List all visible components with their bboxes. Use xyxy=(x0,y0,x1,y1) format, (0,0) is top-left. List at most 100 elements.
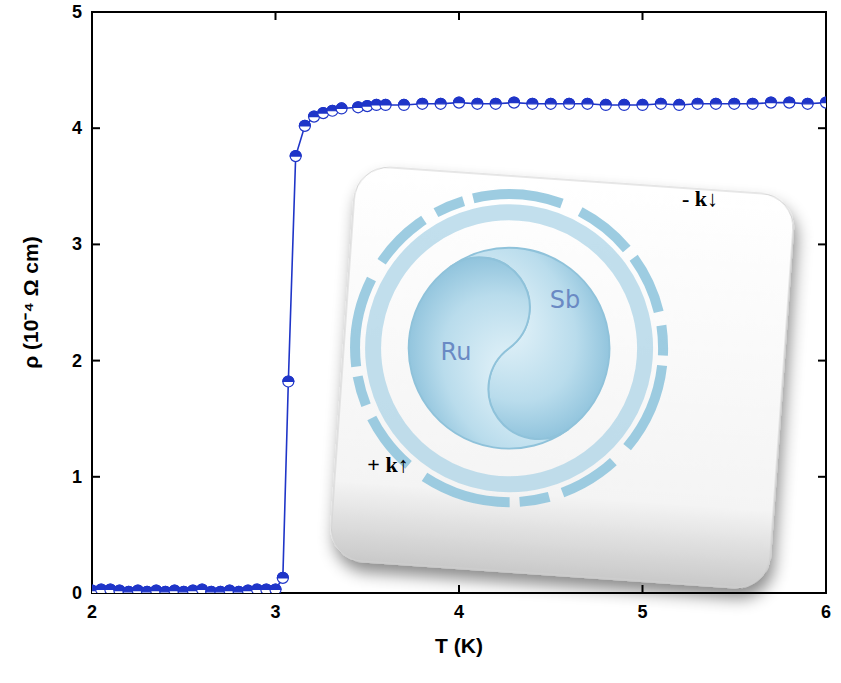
y-tick-label: 2 xyxy=(72,351,82,371)
data-point xyxy=(765,97,776,108)
data-point xyxy=(692,98,703,109)
marker-fill xyxy=(490,98,501,103)
y-tick xyxy=(818,360,826,362)
marker-outline xyxy=(527,98,538,109)
marker-fill xyxy=(398,99,409,104)
chart: SbRu+ k↑- k↓23456012345T (K)ρ (10⁻⁴ Ω cm… xyxy=(0,0,841,683)
data-point xyxy=(710,98,721,109)
x-tick xyxy=(91,12,93,20)
data-point xyxy=(729,98,740,109)
marker-fill xyxy=(784,97,795,103)
x-tick xyxy=(825,12,827,20)
marker-outline xyxy=(509,97,520,108)
data-point xyxy=(527,98,538,109)
y-tick xyxy=(818,592,826,594)
marker-fill xyxy=(765,97,776,103)
marker-fill xyxy=(545,98,556,103)
marker-fill xyxy=(821,97,827,103)
marker-fill xyxy=(336,103,347,109)
annotation: Ru xyxy=(441,338,472,366)
y-tick xyxy=(92,127,100,129)
marker-outline xyxy=(336,103,347,114)
y-tick-label: 0 xyxy=(72,583,82,603)
marker-fill xyxy=(527,98,538,103)
x-tick xyxy=(825,585,827,593)
marker-fill xyxy=(564,98,575,103)
marker-outline xyxy=(490,98,501,109)
marker-outline xyxy=(564,98,575,109)
marker-outline xyxy=(655,98,666,109)
yin-yang xyxy=(294,133,724,563)
y-tick xyxy=(818,11,826,13)
marker-outline xyxy=(380,99,391,110)
marker-fill xyxy=(692,98,703,103)
marker-fill xyxy=(619,99,630,104)
marker-outline xyxy=(435,98,446,109)
marker-outline xyxy=(582,98,593,109)
marker-fill xyxy=(802,98,813,103)
plot-area xyxy=(92,97,826,593)
x-tick xyxy=(642,585,644,593)
data-point xyxy=(277,572,288,583)
data-point xyxy=(637,99,648,110)
annotation: - k↓ xyxy=(682,186,718,211)
marker-outline xyxy=(454,97,465,108)
y-tick-label: 5 xyxy=(72,2,82,22)
marker-fill xyxy=(435,98,446,103)
y-tick-label: 4 xyxy=(72,118,82,138)
x-tick xyxy=(458,585,460,593)
data-point xyxy=(435,98,446,109)
marker-outline xyxy=(299,120,310,131)
swirl xyxy=(294,133,724,563)
data-point xyxy=(545,98,556,109)
marker-outline xyxy=(472,98,483,109)
marker-fill xyxy=(747,98,758,103)
data-point xyxy=(600,99,611,110)
marker-fill xyxy=(600,99,611,104)
marker-outline xyxy=(710,98,721,109)
y-tick-label: 1 xyxy=(72,467,82,487)
data-point xyxy=(270,584,281,593)
marker-fill xyxy=(729,98,740,103)
x-tick xyxy=(642,12,644,20)
data-point xyxy=(619,99,630,110)
plot-frame xyxy=(92,12,826,593)
data-line xyxy=(92,103,826,592)
data-point xyxy=(564,98,575,109)
data-point xyxy=(336,103,347,114)
data-point xyxy=(472,98,483,109)
marker-outline xyxy=(784,97,795,108)
marker-fill xyxy=(283,376,294,382)
y-tick xyxy=(92,243,100,245)
data-point xyxy=(398,99,409,110)
data-point xyxy=(509,97,520,108)
y-tick xyxy=(818,127,826,129)
marker-outline xyxy=(290,151,301,162)
y-tick xyxy=(818,243,826,245)
marker-fill xyxy=(655,98,666,103)
y-tick xyxy=(92,11,100,13)
marker-outline xyxy=(692,98,703,109)
data-point xyxy=(674,99,685,110)
data-point xyxy=(747,98,758,109)
marker-outline xyxy=(283,376,294,387)
marker-fill xyxy=(270,584,281,590)
data-point xyxy=(299,120,310,131)
data-point xyxy=(655,98,666,109)
marker-outline xyxy=(821,97,827,108)
marker-fill xyxy=(417,98,428,103)
marker-fill xyxy=(380,99,391,104)
x-tick xyxy=(275,12,277,20)
data-point xyxy=(802,98,813,109)
marker-outline xyxy=(747,98,758,109)
data-point xyxy=(417,98,428,109)
data-point xyxy=(582,98,593,109)
marker-fill xyxy=(299,120,310,126)
marker-outline xyxy=(674,99,685,110)
annotation: Sb xyxy=(550,286,580,314)
data-point xyxy=(380,99,391,110)
marker-fill xyxy=(509,97,520,103)
marker-outline xyxy=(729,98,740,109)
marker-fill xyxy=(197,584,208,590)
marker-fill xyxy=(277,572,288,577)
